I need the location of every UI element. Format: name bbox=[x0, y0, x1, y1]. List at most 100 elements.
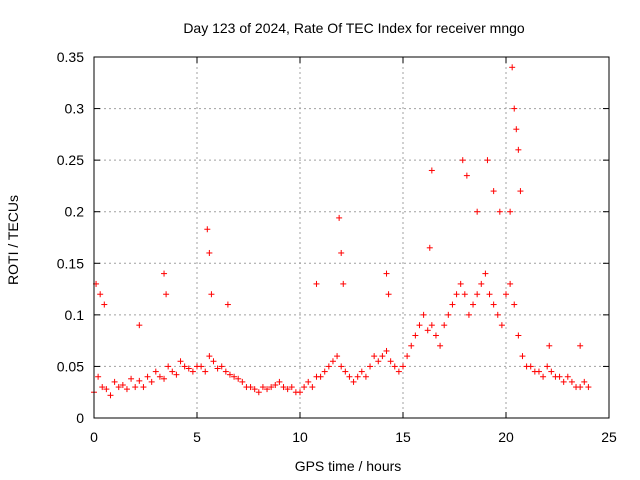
data-point bbox=[560, 378, 567, 385]
data-point bbox=[383, 270, 390, 277]
data-point bbox=[301, 384, 308, 391]
data-point bbox=[255, 389, 262, 396]
y-axis-label: ROTI / TECUs bbox=[5, 195, 21, 285]
data-point bbox=[305, 378, 312, 385]
x-tick-label: 25 bbox=[601, 429, 617, 445]
data-point bbox=[185, 365, 192, 372]
data-point bbox=[101, 301, 108, 308]
data-point bbox=[214, 365, 221, 372]
data-point bbox=[371, 353, 378, 360]
data-point bbox=[169, 368, 176, 375]
data-point bbox=[264, 386, 271, 393]
data-point bbox=[556, 373, 563, 380]
data-point bbox=[163, 291, 170, 298]
x-tick-label: 20 bbox=[498, 429, 514, 445]
data-point bbox=[97, 291, 104, 298]
data-point bbox=[546, 342, 553, 349]
data-point bbox=[453, 291, 460, 298]
data-point bbox=[379, 353, 386, 360]
data-point bbox=[140, 384, 147, 391]
y-tick-label: 0.35 bbox=[57, 49, 84, 65]
y-tick-label: 0.3 bbox=[65, 101, 85, 117]
data-point bbox=[123, 386, 130, 393]
data-point bbox=[564, 373, 571, 380]
data-point bbox=[457, 280, 464, 287]
data-point bbox=[218, 363, 225, 370]
data-point bbox=[404, 353, 411, 360]
data-point bbox=[115, 384, 122, 391]
data-point bbox=[515, 332, 522, 339]
data-point bbox=[338, 363, 345, 370]
plot-frame bbox=[93, 56, 610, 419]
data-point bbox=[342, 368, 349, 375]
data-point bbox=[507, 208, 514, 215]
data-point bbox=[437, 342, 444, 349]
data-point bbox=[111, 378, 118, 385]
data-point bbox=[272, 381, 279, 388]
data-point bbox=[513, 126, 520, 133]
data-point bbox=[103, 386, 110, 393]
data-point bbox=[449, 301, 456, 308]
data-point bbox=[494, 311, 501, 318]
y-tick-label: 0.05 bbox=[57, 358, 84, 374]
x-tick-label: 0 bbox=[90, 429, 98, 445]
data-point bbox=[426, 244, 433, 251]
data-point bbox=[428, 167, 435, 174]
data-point bbox=[224, 301, 231, 308]
data-point bbox=[95, 373, 102, 380]
data-point bbox=[247, 384, 254, 391]
data-point bbox=[181, 363, 188, 370]
data-point bbox=[474, 291, 481, 298]
data-point bbox=[321, 368, 328, 375]
y-tick-label: 0.25 bbox=[57, 152, 84, 168]
data-point bbox=[420, 311, 427, 318]
data-point bbox=[568, 378, 575, 385]
data-point bbox=[338, 249, 345, 256]
data-point bbox=[340, 280, 347, 287]
data-point bbox=[400, 363, 406, 370]
axis-ticks: 0 5 10 15 20 25 0 0.05 0.1 0.15 0.2 0.25 0.3 0.35 bbox=[57, 49, 617, 445]
data-point bbox=[119, 381, 126, 388]
data-point bbox=[136, 377, 143, 384]
data-points bbox=[91, 64, 592, 399]
data-point bbox=[107, 392, 114, 399]
data-point bbox=[511, 105, 518, 112]
data-point bbox=[284, 386, 291, 393]
data-point bbox=[136, 322, 143, 329]
data-point bbox=[235, 375, 242, 382]
data-point bbox=[445, 311, 452, 318]
x-tick-label: 10 bbox=[292, 429, 308, 445]
data-point bbox=[408, 342, 415, 349]
data-point bbox=[463, 172, 470, 179]
data-point bbox=[288, 384, 295, 391]
data-point bbox=[152, 368, 159, 375]
data-point bbox=[259, 384, 266, 391]
data-point bbox=[478, 280, 485, 287]
data-point bbox=[465, 311, 472, 318]
data-point bbox=[375, 358, 382, 365]
data-point bbox=[309, 384, 316, 391]
data-point bbox=[204, 226, 211, 233]
data-point bbox=[412, 332, 419, 339]
data-point bbox=[461, 291, 468, 298]
data-point bbox=[367, 363, 374, 370]
data-point bbox=[210, 358, 217, 365]
data-point bbox=[459, 157, 466, 164]
x-axis-label: GPS time / hours bbox=[295, 458, 402, 474]
gridlines bbox=[94, 57, 609, 418]
data-point bbox=[498, 322, 505, 329]
data-point bbox=[490, 188, 497, 195]
data-point bbox=[470, 301, 477, 308]
data-point bbox=[581, 378, 588, 385]
data-point bbox=[395, 368, 402, 375]
data-point bbox=[486, 291, 493, 298]
data-point bbox=[313, 280, 320, 287]
x-tick-label: 5 bbox=[193, 429, 201, 445]
data-point bbox=[148, 378, 155, 385]
data-point bbox=[511, 301, 518, 308]
data-point bbox=[358, 368, 365, 375]
data-point bbox=[161, 375, 168, 382]
data-point bbox=[362, 373, 369, 380]
data-point bbox=[515, 146, 522, 153]
data-point bbox=[577, 384, 584, 391]
